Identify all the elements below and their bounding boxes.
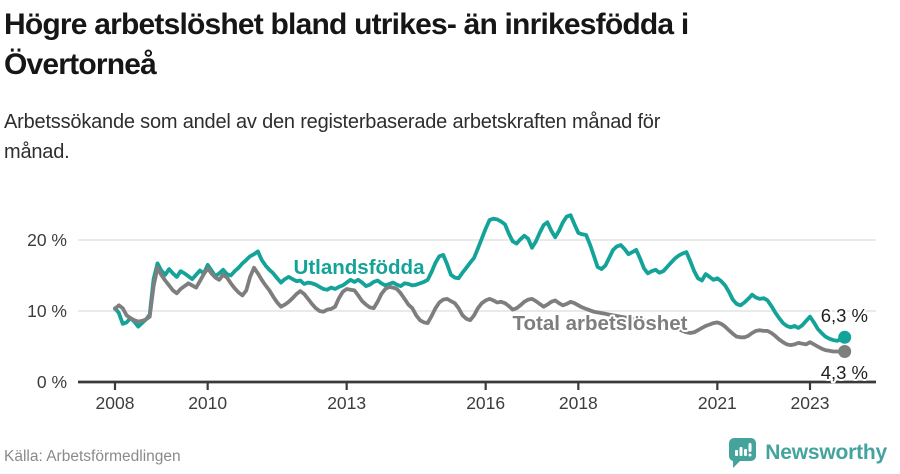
end-value-label: 6,3 % [821,305,868,326]
y-axis-label: 0 % [37,372,67,392]
x-axis-label: 2023 [791,393,830,413]
brand-name: Newsworthy [765,440,887,464]
series-line [113,213,847,343]
newsworthy-icon [729,438,757,468]
x-axis-label: 2021 [698,393,737,413]
x-axis-label: 2008 [96,393,135,413]
x-axis-label: 2018 [559,393,598,413]
x-axis-label: 2010 [188,393,227,413]
y-axis-label: 20 % [27,230,67,250]
series-line [113,265,847,354]
title-line-2: Övertorneå [4,48,157,81]
x-axis-label: 2016 [466,393,505,413]
end-value-label: 4,3 % [821,362,868,383]
series-label: Total arbetslöshet [512,312,687,335]
x-axis-label: 2013 [327,393,366,413]
end-dot [838,330,852,344]
source-note: Källa: Arbetsförmedlingen [4,448,181,465]
y-axis-label: 10 % [27,301,67,321]
series-label: Utlandsfödda [294,256,426,279]
end-dot [838,345,852,358]
brand-logo: Newsworthy [728,437,887,468]
page-title: Högre arbetslöshet bland utrikes- än inr… [4,5,884,85]
subtitle-line-2: månad. [4,141,70,163]
subtitle-line-1: Arbetssökande som andel av den registerb… [4,111,661,133]
title-line-1: Högre arbetslöshet bland utrikes- än inr… [4,8,689,41]
subtitle: Arbetssökande som andel av den registerb… [4,107,844,167]
